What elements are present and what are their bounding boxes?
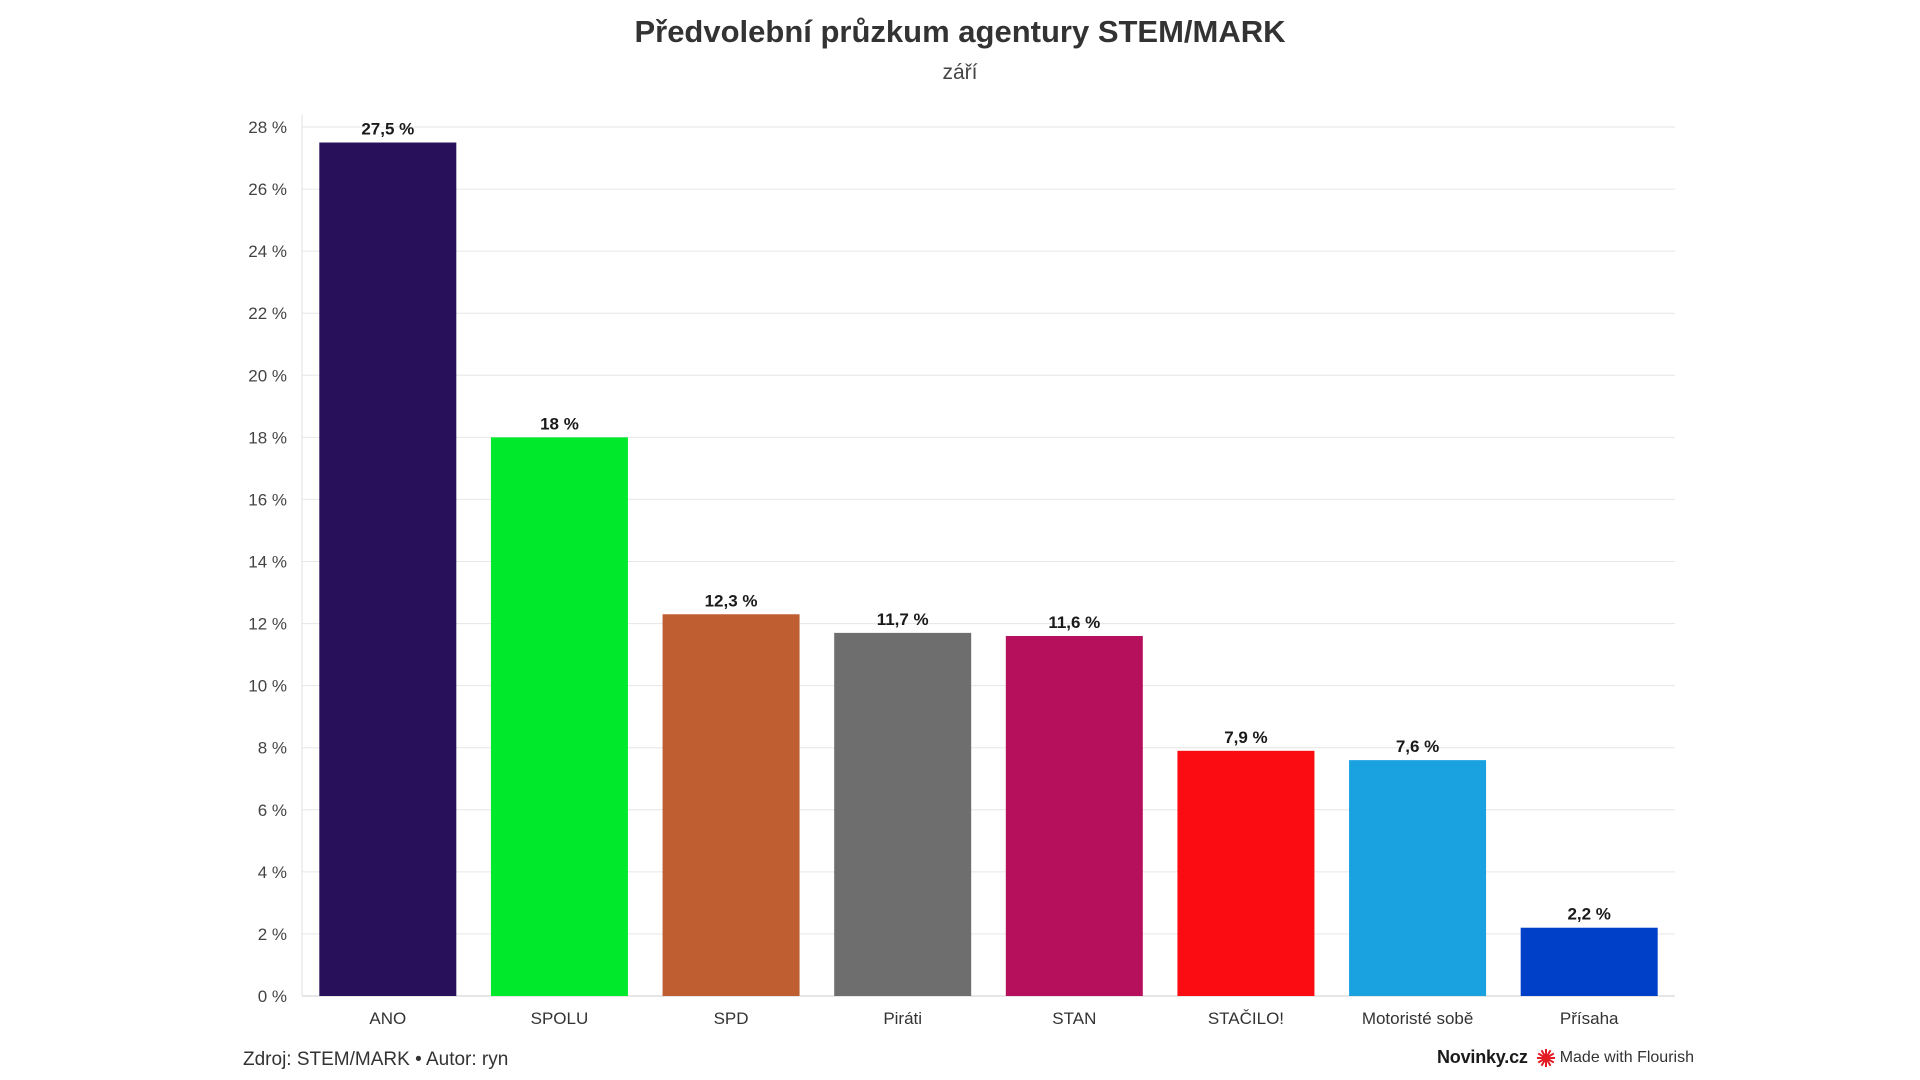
x-tick-label: SPOLU	[531, 1009, 589, 1028]
y-tick-label: 16 %	[248, 490, 287, 509]
flourish-burst-center	[1541, 1053, 1550, 1062]
x-tick-label: SPD	[714, 1009, 749, 1028]
y-tick-label: 26 %	[248, 180, 287, 199]
y-tick-label: 0 %	[258, 987, 287, 1006]
data-label: 11,7 %	[877, 610, 929, 629]
y-tick-label: 18 %	[248, 428, 287, 447]
y-tick-label: 24 %	[248, 242, 287, 261]
bar	[834, 632, 972, 996]
x-tick-label: Přísaha	[1560, 1009, 1619, 1028]
y-tick-label: 12 %	[248, 615, 287, 634]
y-tick-label: 20 %	[248, 366, 287, 385]
chart-title: Předvolební průzkum agentury STEM/MARK	[634, 14, 1286, 49]
bar	[1520, 927, 1658, 996]
data-label: 27,5 %	[361, 120, 414, 139]
data-label: 18 %	[540, 414, 579, 433]
data-label: 7,6 %	[1396, 737, 1439, 756]
footer-source: Zdroj: STEM/MARK • Autor: ryn	[243, 1049, 509, 1070]
bar	[319, 142, 457, 997]
y-tick-label: 8 %	[258, 739, 287, 758]
bar	[662, 614, 800, 996]
y-tick-label: 10 %	[248, 677, 287, 696]
y-tick-label: 22 %	[248, 304, 287, 323]
y-tick-label: 28 %	[248, 118, 287, 137]
data-label: 2,2 %	[1567, 905, 1610, 924]
y-tick-label: 14 %	[248, 553, 287, 572]
data-label: 11,6 %	[1048, 613, 1100, 632]
x-tick-label: ANO	[369, 1009, 406, 1028]
x-tick-label: Motoristé sobě	[1362, 1009, 1474, 1028]
novinky-logo[interactable]: Novinky.cz	[1437, 1047, 1528, 1067]
y-tick-label: 6 %	[258, 801, 287, 820]
x-tick-label: STAČILO!	[1208, 1009, 1284, 1028]
y-tick-label: 4 %	[258, 863, 287, 882]
flourish-burst-icon	[1536, 1048, 1555, 1067]
data-label: 12,3 %	[705, 591, 758, 610]
x-tick-label: STAN	[1052, 1009, 1096, 1028]
flourish-label: Made with Flourish	[1559, 1048, 1694, 1066]
x-tick-label: Piráti	[883, 1009, 922, 1028]
bar	[1005, 635, 1143, 996]
y-tick-label: 2 %	[258, 925, 287, 944]
data-label: 7,9 %	[1224, 728, 1267, 747]
bar	[1349, 760, 1487, 996]
footer-brand: Novinky.cz Made with Flourish	[1437, 1047, 1694, 1068]
bar	[1177, 750, 1315, 996]
chart-subtitle: září	[942, 61, 978, 84]
bar	[490, 437, 628, 996]
made-with-flourish-badge[interactable]: Made with Flourish	[1536, 1048, 1694, 1068]
